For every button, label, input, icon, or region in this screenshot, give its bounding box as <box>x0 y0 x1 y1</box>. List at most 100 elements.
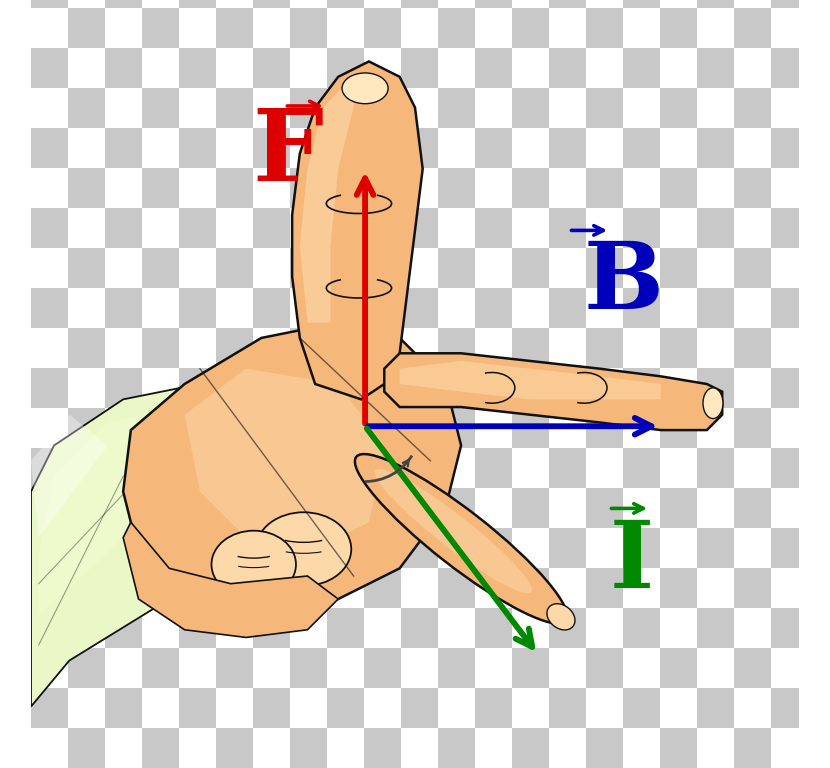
Bar <box>438 728 475 768</box>
Bar <box>475 608 512 648</box>
Bar <box>290 488 327 528</box>
Bar <box>697 688 735 728</box>
Bar <box>327 608 364 648</box>
Bar <box>327 8 364 48</box>
Bar <box>623 328 660 368</box>
Bar <box>290 328 327 368</box>
Bar <box>549 248 586 288</box>
Bar <box>401 688 438 728</box>
Bar <box>549 0 586 8</box>
Bar <box>660 8 697 48</box>
Bar <box>808 288 830 328</box>
Bar <box>68 0 105 8</box>
Bar <box>623 648 660 688</box>
Bar <box>808 368 830 408</box>
Bar <box>438 0 475 8</box>
Bar <box>475 448 512 488</box>
Bar <box>475 368 512 408</box>
Bar <box>179 408 216 448</box>
Bar <box>327 448 364 488</box>
Bar <box>623 208 660 248</box>
Bar <box>142 128 179 168</box>
Bar <box>808 208 830 248</box>
Bar <box>401 168 438 208</box>
Bar <box>512 8 549 48</box>
Bar <box>68 568 105 608</box>
Bar <box>808 568 830 608</box>
Bar <box>179 48 216 88</box>
Bar <box>216 8 253 48</box>
Text: F: F <box>253 105 324 202</box>
Bar <box>327 688 364 728</box>
Bar <box>808 688 830 728</box>
Bar <box>179 88 216 128</box>
Bar <box>105 368 142 408</box>
Bar <box>31 128 68 168</box>
Bar <box>327 488 364 528</box>
Bar <box>586 128 623 168</box>
Bar <box>179 728 216 768</box>
Bar <box>401 528 438 568</box>
Bar <box>512 728 549 768</box>
Bar <box>660 168 697 208</box>
Bar <box>697 648 735 688</box>
Bar <box>105 648 142 688</box>
Bar <box>660 0 697 8</box>
Bar <box>327 88 364 128</box>
Bar <box>327 728 364 768</box>
Bar <box>475 728 512 768</box>
Bar <box>660 488 697 528</box>
Bar <box>438 568 475 608</box>
Bar <box>586 168 623 208</box>
Bar <box>142 688 179 728</box>
Bar <box>549 88 586 128</box>
Bar <box>771 288 808 328</box>
Bar <box>586 368 623 408</box>
Bar <box>105 728 142 768</box>
Bar <box>105 408 142 448</box>
Bar <box>327 328 364 368</box>
Bar <box>549 728 586 768</box>
Bar <box>216 208 253 248</box>
Bar <box>586 288 623 328</box>
Bar <box>438 408 475 448</box>
Bar <box>290 408 327 448</box>
Bar <box>142 728 179 768</box>
Bar <box>290 208 327 248</box>
Bar <box>512 128 549 168</box>
Bar <box>216 528 253 568</box>
Bar <box>771 128 808 168</box>
Bar <box>623 448 660 488</box>
Bar <box>697 568 735 608</box>
Bar <box>475 648 512 688</box>
Bar <box>623 368 660 408</box>
Bar <box>216 328 253 368</box>
Polygon shape <box>292 61 422 399</box>
Polygon shape <box>123 323 461 614</box>
Bar <box>253 368 290 408</box>
Bar <box>68 208 105 248</box>
Text: I: I <box>609 517 654 607</box>
Bar <box>105 8 142 48</box>
Bar <box>401 48 438 88</box>
Bar <box>697 728 735 768</box>
Bar <box>364 168 401 208</box>
Bar <box>327 288 364 328</box>
Bar <box>364 408 401 448</box>
Bar <box>735 168 771 208</box>
Bar <box>216 608 253 648</box>
Bar <box>327 48 364 88</box>
Bar <box>735 448 771 488</box>
Bar <box>549 408 586 448</box>
Bar <box>68 688 105 728</box>
Bar <box>142 608 179 648</box>
Bar <box>808 88 830 128</box>
Polygon shape <box>39 407 215 614</box>
Bar <box>31 168 68 208</box>
Bar <box>216 688 253 728</box>
Bar <box>68 488 105 528</box>
Bar <box>364 208 401 248</box>
Bar <box>623 128 660 168</box>
Bar <box>31 328 68 368</box>
Bar <box>623 0 660 8</box>
